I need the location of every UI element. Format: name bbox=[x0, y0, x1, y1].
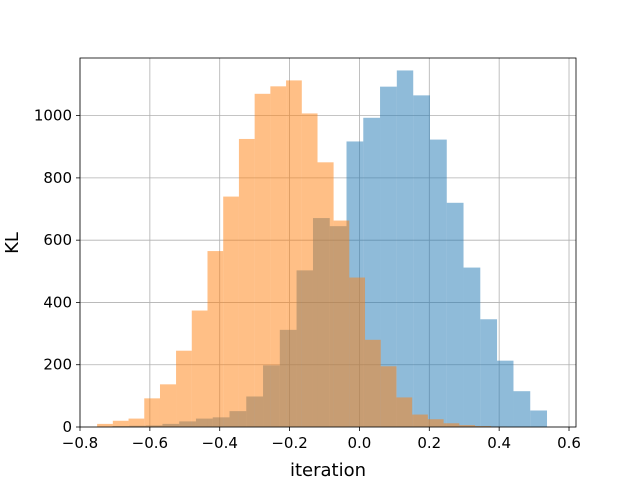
histogram-bar-series-2 bbox=[443, 423, 460, 427]
histogram-bar-series-2 bbox=[270, 86, 287, 428]
histogram-bar-series-2 bbox=[144, 398, 160, 427]
x-tick-label: 0.2 bbox=[417, 434, 441, 452]
histogram-bar-series-1 bbox=[513, 391, 531, 427]
histogram-bar-series-1 bbox=[429, 139, 447, 427]
histogram-bar-series-2 bbox=[427, 419, 444, 427]
histogram-bar-series-1 bbox=[380, 86, 397, 427]
x-tick-label: −0.2 bbox=[271, 434, 307, 452]
histogram-bar-series-2 bbox=[159, 384, 177, 427]
histogram-bar-series-2 bbox=[176, 350, 192, 427]
x-tick-label: −0.4 bbox=[201, 434, 237, 452]
histogram-bar-series-2 bbox=[112, 420, 129, 427]
y-tick-label: 200 bbox=[43, 356, 72, 374]
histogram-bar-series-2 bbox=[396, 397, 413, 427]
histogram-bar-series-2 bbox=[475, 426, 492, 427]
histogram-bar-series-2 bbox=[349, 277, 366, 427]
histogram-bar-series-2 bbox=[223, 196, 239, 427]
y-axis-label: KL bbox=[2, 232, 23, 254]
histogram-bar-series-2 bbox=[128, 418, 145, 427]
y-tick-label: 400 bbox=[43, 293, 72, 311]
y-tick-label: 600 bbox=[43, 231, 72, 249]
histogram-bar-series-1 bbox=[463, 267, 481, 427]
histogram-bar-series-2 bbox=[207, 251, 224, 427]
histogram-bar-series-2 bbox=[412, 414, 428, 427]
y-tick-label: 0 bbox=[62, 418, 72, 436]
histogram-bar-series-2 bbox=[254, 93, 271, 428]
histogram-bar-series-2 bbox=[365, 339, 381, 427]
plot-frame bbox=[79, 57, 577, 428]
histogram-bar-series-2 bbox=[301, 113, 318, 427]
y-tick-label: 1000 bbox=[34, 107, 72, 125]
x-tick-label: −0.8 bbox=[62, 434, 98, 452]
histogram-bar-series-2 bbox=[380, 366, 397, 427]
x-tick-label: 0.0 bbox=[348, 434, 372, 452]
histogram-bar-series-2 bbox=[238, 138, 255, 427]
histogram-bar-series-1 bbox=[497, 360, 514, 427]
x-tick-label: −0.6 bbox=[132, 434, 168, 452]
histogram-bar-series-2 bbox=[286, 80, 302, 427]
x-tick-label: 0.4 bbox=[487, 434, 511, 452]
histogram-bar-series-2 bbox=[459, 425, 476, 427]
histogram-bar-series-2 bbox=[191, 310, 208, 427]
histogram-bar-series-1 bbox=[446, 202, 464, 427]
histogram-bar-series-2 bbox=[333, 220, 350, 427]
histogram-bar-series-1 bbox=[480, 319, 498, 427]
x-tick-label: 0.6 bbox=[557, 434, 581, 452]
histogram-bar-series-1 bbox=[530, 410, 548, 427]
histogram-bar-series-2 bbox=[317, 162, 334, 427]
y-tick-label: 800 bbox=[43, 169, 72, 187]
histogram-bars bbox=[97, 70, 548, 428]
axis-ticks: −0.8 −0.6 −0.4 −0.2 0.0 0.2 0.4 0.6 0 200 400 600 80… bbox=[34, 107, 581, 452]
histogram-bar-series-1 bbox=[413, 95, 430, 427]
histogram-bar-series-2 bbox=[97, 423, 113, 427]
x-axis-label: iteration bbox=[290, 460, 366, 480]
histogram-bar-series-1 bbox=[396, 70, 414, 428]
